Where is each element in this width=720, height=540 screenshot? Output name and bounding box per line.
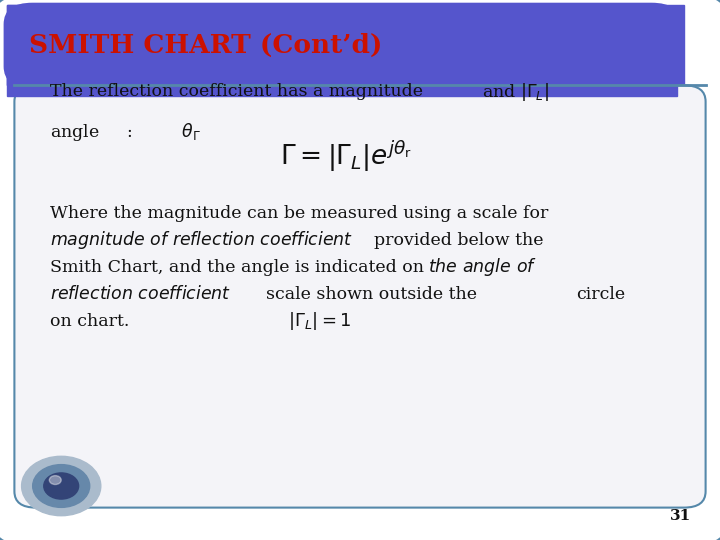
Text: circle: circle <box>576 286 625 303</box>
Text: and $|\Gamma_L|$: and $|\Gamma_L|$ <box>482 81 549 103</box>
Bar <box>7 5 684 85</box>
Bar <box>7 5 43 85</box>
Circle shape <box>50 476 61 484</box>
Text: $\mathit{magnitude\ of\ reflection\ coefficient}$: $\mathit{magnitude\ of\ reflection\ coef… <box>50 230 354 251</box>
FancyBboxPatch shape <box>4 3 680 88</box>
Text: scale shown outside the: scale shown outside the <box>266 286 477 303</box>
Text: The reflection coefficient has a magnitude: The reflection coefficient has a magnitu… <box>50 83 423 100</box>
Text: Smith Chart, and the angle is indicated on: Smith Chart, and the angle is indicated … <box>50 259 424 276</box>
Circle shape <box>22 456 101 516</box>
Text: SMITH CHART (Cont’d): SMITH CHART (Cont’d) <box>29 33 382 58</box>
Text: $\Gamma = |\Gamma_L|e^{j\theta_\mathrm{r}}$: $\Gamma = |\Gamma_L|e^{j\theta_\mathrm{r… <box>279 139 412 174</box>
Circle shape <box>44 473 78 499</box>
Text: angle     :         $\theta_\Gamma$: angle : $\theta_\Gamma$ <box>50 122 202 143</box>
FancyBboxPatch shape <box>14 85 706 508</box>
Text: $|\Gamma_L| = 1$: $|\Gamma_L| = 1$ <box>288 310 351 332</box>
Text: 31: 31 <box>670 509 691 523</box>
Circle shape <box>32 464 90 508</box>
Text: Where the magnitude can be measured using a scale for: Where the magnitude can be measured usin… <box>50 205 549 222</box>
Text: provided below the: provided below the <box>374 232 544 249</box>
Bar <box>7 75 677 96</box>
Text: $\mathit{the\ angle\ of}$: $\mathit{the\ angle\ of}$ <box>428 256 537 278</box>
Text: $\mathit{reflection\ coefficient}$: $\mathit{reflection\ coefficient}$ <box>50 285 232 303</box>
Text: on chart.: on chart. <box>50 313 130 330</box>
